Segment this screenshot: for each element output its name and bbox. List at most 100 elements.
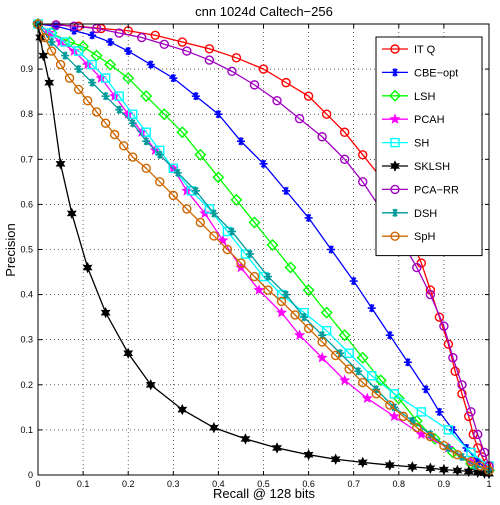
data-point <box>354 367 363 376</box>
data-point <box>320 306 333 319</box>
data-point <box>339 127 350 137</box>
data-point <box>316 351 328 363</box>
x-tick-label: 0.5 <box>257 479 270 489</box>
legend-label: LSH <box>414 91 435 103</box>
series-line <box>37 23 490 467</box>
data-point <box>146 60 155 69</box>
legend-label: CBE−opt <box>414 67 458 79</box>
y-tick-label: 0.4 <box>20 290 33 300</box>
data-point <box>389 389 399 399</box>
legend-item: SH <box>382 138 429 150</box>
data-point <box>177 403 188 416</box>
data-point <box>169 74 178 83</box>
data-point <box>466 407 476 417</box>
data-point <box>466 456 476 467</box>
y-axis-label: Precision <box>3 223 18 276</box>
legend-marker <box>391 68 399 77</box>
data-point <box>479 447 490 458</box>
data-point <box>209 209 218 218</box>
data-point <box>403 358 412 367</box>
data-point <box>425 431 436 442</box>
data-point <box>367 304 376 313</box>
data-point <box>217 234 229 246</box>
data-point <box>191 186 200 195</box>
data-point <box>100 118 111 128</box>
data-point <box>439 321 449 331</box>
data-point <box>356 351 369 364</box>
data-point <box>91 107 102 117</box>
data-point <box>367 371 377 381</box>
data-point <box>150 30 160 40</box>
data-point <box>303 91 314 101</box>
data-point <box>46 28 57 38</box>
data-point <box>155 150 164 159</box>
data-point <box>384 459 395 471</box>
data-point <box>204 55 215 65</box>
data-point <box>321 325 332 336</box>
x-tick-label: 0.1 <box>77 479 90 489</box>
data-point <box>69 21 79 31</box>
data-point <box>66 207 77 220</box>
data-point <box>371 389 381 399</box>
data-point <box>73 84 84 95</box>
data-point <box>435 407 444 416</box>
series-line <box>37 23 490 472</box>
y-tick-label: 0 <box>28 470 33 480</box>
data-point <box>439 440 449 451</box>
data-point <box>317 337 327 347</box>
legend-item: IT Q <box>382 44 436 56</box>
data-point <box>159 39 169 49</box>
data-point <box>47 38 56 47</box>
data-point <box>38 49 49 62</box>
data-point <box>358 177 368 187</box>
data-point <box>450 366 460 376</box>
x-tick-label: 0.8 <box>393 479 406 489</box>
data-point <box>416 407 427 417</box>
data-point <box>168 190 179 201</box>
data-point <box>204 204 215 214</box>
data-point <box>214 110 223 119</box>
data-point <box>473 429 483 440</box>
data-point <box>46 46 57 56</box>
data-point <box>194 148 207 161</box>
data-point <box>91 23 102 34</box>
data-point <box>236 137 245 146</box>
data-point <box>330 453 341 465</box>
data-point <box>55 59 66 70</box>
data-point <box>263 285 273 295</box>
data-point <box>141 163 151 174</box>
data-point <box>339 374 351 385</box>
x-tick-label: 0.4 <box>212 479 225 489</box>
data-point <box>73 46 84 56</box>
data-point <box>173 168 182 177</box>
data-point <box>44 76 55 89</box>
data-point <box>466 447 476 458</box>
x-tick-label: 0.7 <box>347 479 360 489</box>
data-point <box>321 109 332 119</box>
data-point <box>227 66 237 77</box>
data-point <box>209 231 219 241</box>
data-point <box>222 244 233 255</box>
data-point <box>303 323 314 334</box>
data-point <box>304 213 313 222</box>
data-point <box>317 132 327 142</box>
data-point <box>88 31 97 40</box>
data-point <box>158 108 171 121</box>
y-tick-label: 0.9 <box>20 64 33 74</box>
legend-label: DSH <box>414 208 437 220</box>
data-point <box>82 95 93 106</box>
data-point <box>425 462 436 474</box>
data-point <box>303 448 314 461</box>
legend-marker <box>390 160 400 172</box>
y-tick-label: 0.6 <box>20 199 33 209</box>
series-6 <box>33 19 494 471</box>
data-point <box>128 119 137 128</box>
data-point <box>245 250 254 259</box>
data-point <box>142 137 151 146</box>
data-point <box>282 186 291 195</box>
data-point <box>236 258 246 268</box>
series-layer <box>32 18 495 480</box>
data-point <box>115 105 124 114</box>
data-point <box>339 154 350 165</box>
data-point <box>412 262 422 273</box>
